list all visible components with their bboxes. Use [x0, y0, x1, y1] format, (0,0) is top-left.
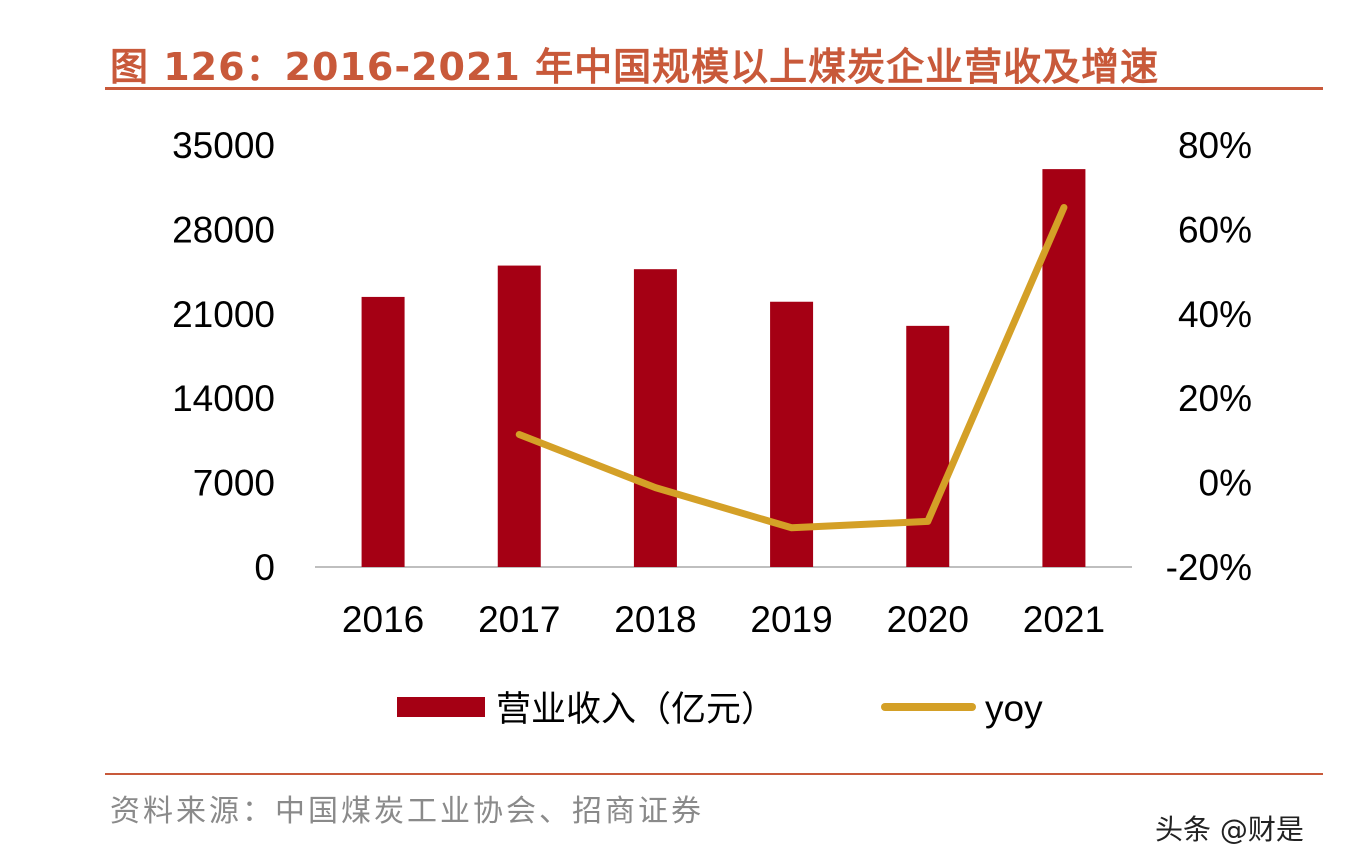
left-tick-label: 35000	[172, 125, 275, 166]
left-tick-label: 14000	[172, 378, 275, 419]
left-tick-label: 28000	[172, 209, 275, 250]
right-tick-label: 40%	[1178, 294, 1252, 335]
title-rule	[105, 87, 1323, 90]
x-tick-label: 2021	[1023, 599, 1105, 640]
x-tick-label: 2016	[342, 599, 424, 640]
right-tick-label: 60%	[1178, 209, 1252, 250]
x-tick-label: 2017	[478, 599, 560, 640]
right-tick-label: 80%	[1178, 125, 1252, 166]
bar-2021	[1042, 169, 1086, 567]
watermark: 头条 @财是	[1155, 813, 1304, 846]
x-tick-label: 2018	[614, 599, 696, 640]
right-tick-label: 20%	[1178, 378, 1252, 419]
bar-2018	[633, 269, 677, 567]
left-tick-label: 21000	[172, 294, 275, 335]
legend-bar-label: 营业收入（亿元）	[496, 690, 776, 730]
bar-2016	[361, 296, 405, 567]
left-tick-label: 0	[254, 547, 275, 588]
right-tick-label: 0%	[1199, 463, 1252, 504]
footer-rule	[105, 773, 1323, 775]
x-tick-label: 2019	[750, 599, 832, 640]
bar-2020	[906, 325, 950, 567]
bar-2017	[497, 265, 541, 567]
legend-line-label: yoy	[985, 688, 1043, 729]
right-tick-label: -20%	[1166, 547, 1252, 588]
source-note: 资料来源：中国煤炭工业协会、招商证券	[110, 794, 704, 829]
legend-bar-swatch	[397, 697, 485, 717]
left-tick-label: 7000	[193, 463, 275, 504]
x-tick-label: 2020	[887, 599, 969, 640]
chart-title: 图 126：2016-2021 年中国规模以上煤炭企业营收及增速	[110, 45, 1160, 89]
